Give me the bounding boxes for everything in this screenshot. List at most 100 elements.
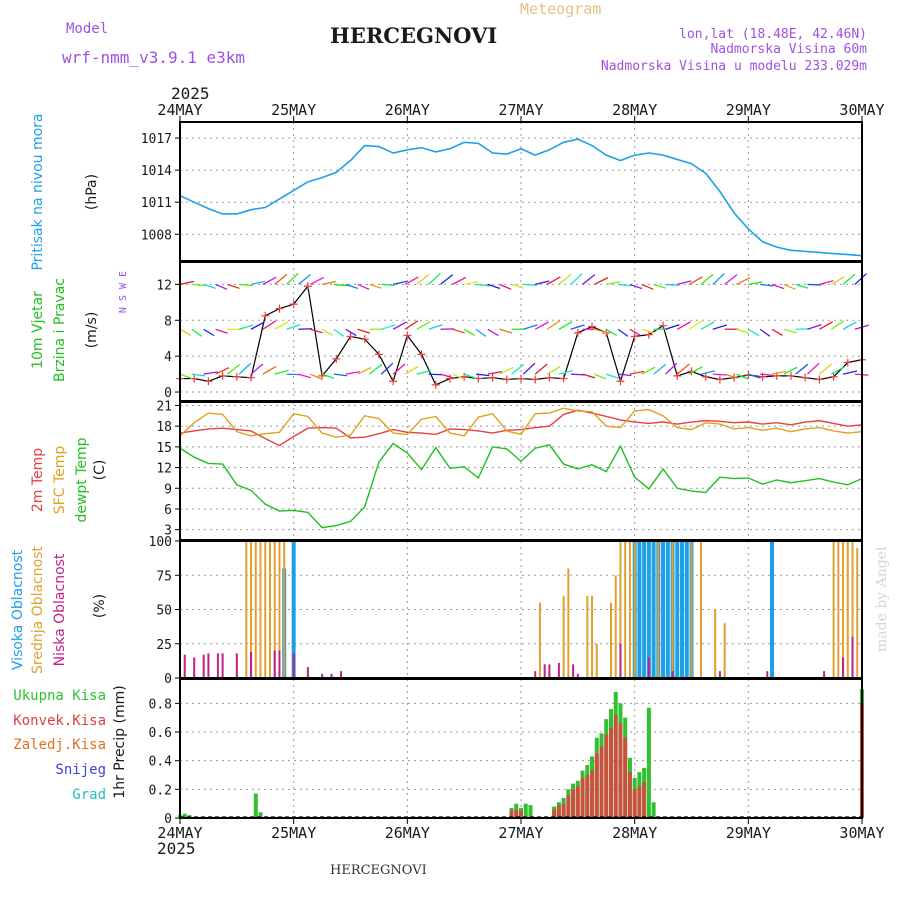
wind-direction-arrow xyxy=(594,328,607,334)
wind-direction-arrow xyxy=(523,283,537,286)
wind-direction-arrow xyxy=(807,324,822,330)
y-tick-label: 1017 xyxy=(141,132,172,147)
cloud-bar xyxy=(562,595,565,678)
cloud-bar xyxy=(642,541,647,678)
precip-bar xyxy=(566,795,571,818)
y-tick-label: 0 xyxy=(164,672,172,687)
wind-direction-arrow xyxy=(617,328,629,337)
precip-bar xyxy=(613,714,618,818)
wind-direction-arrow xyxy=(747,328,760,337)
precip-legend-item: Grad xyxy=(72,787,106,803)
wind-direction-arrow xyxy=(179,280,195,286)
wind-direction-arrow xyxy=(191,283,206,287)
wind-direction-arrow xyxy=(499,328,513,334)
wind-speed-marker xyxy=(843,358,852,367)
model-elevation-label: Nadmorska Visina u modelu 233.029m xyxy=(601,59,867,74)
wind-speed-marker xyxy=(531,375,540,384)
wind-direction-arrow xyxy=(736,277,751,286)
wind-direction-arrow xyxy=(404,320,419,330)
wind-direction-arrow xyxy=(842,321,857,330)
cloud-bar xyxy=(619,643,622,678)
wind-speed-marker xyxy=(445,374,454,383)
wind-speed-marker xyxy=(247,373,256,382)
x-label-bottom: 30MAY xyxy=(839,824,884,842)
wind-unit: (m/s) xyxy=(84,312,100,349)
wind-direction-arrow xyxy=(759,328,771,337)
wind-direction-arrow xyxy=(250,363,264,375)
wind-direction-arrow xyxy=(440,274,454,285)
wind-direction-arrow xyxy=(594,373,607,380)
model-name: wrf-nmm_v3.9.1 e3km xyxy=(62,48,245,67)
cloud-bar xyxy=(614,575,617,678)
wind-direction-arrow xyxy=(345,371,360,375)
x-label-bottom: 29MAY xyxy=(726,824,771,842)
wind-speed-marker xyxy=(303,282,312,291)
cloud-bar xyxy=(657,541,660,678)
credit-label: made by Angel xyxy=(874,546,890,652)
precip-bar xyxy=(552,809,557,818)
wind-speed-marker xyxy=(502,375,511,384)
panel-frame xyxy=(179,678,863,819)
cloud-bar xyxy=(690,541,693,678)
temp-unit: (C) xyxy=(92,460,108,481)
precip-bar xyxy=(523,803,528,818)
wind-direction-arrow xyxy=(475,373,490,377)
precip-axis-title: 1hr Precip (mm) xyxy=(112,685,128,798)
wind-direction-arrow xyxy=(262,320,277,330)
wind-direction-arrow xyxy=(357,328,370,334)
precip-bar xyxy=(637,786,642,818)
wind-direction-arrow xyxy=(297,274,311,285)
cloud-bar xyxy=(183,654,186,678)
wind-direction-arrow xyxy=(546,366,561,375)
wind-direction-arrow xyxy=(463,328,476,337)
dewpt-label: dewpt Temp xyxy=(74,437,90,522)
cloud-bar xyxy=(651,541,656,678)
cloud-bar xyxy=(851,636,854,678)
wind-direction-arrow xyxy=(546,320,561,330)
wind-direction-arrow xyxy=(321,328,334,336)
x-label-top: 24MAY xyxy=(157,101,202,119)
wind-direction-arrow xyxy=(392,280,408,286)
sfc-label: SFC Temp xyxy=(52,446,68,515)
cloud-bar xyxy=(216,653,219,678)
wind-axis-subtitle: Brzina i Pravac xyxy=(52,278,68,382)
wind-direction-arrow xyxy=(179,328,191,336)
wind-direction-arrow xyxy=(712,273,725,285)
x-label-bottom: 24MAY xyxy=(157,824,202,842)
y-tick-label: 21 xyxy=(156,399,172,414)
y-tick-label: 8 xyxy=(164,314,172,329)
pressure-unit: (hPa) xyxy=(84,174,100,210)
precip-bar xyxy=(571,789,576,818)
cloud-bar xyxy=(340,671,343,678)
y-tick-label: 1011 xyxy=(141,196,172,211)
cloud-bar xyxy=(268,541,271,678)
wind-direction-arrow xyxy=(558,370,574,375)
wind-direction-arrow xyxy=(179,373,193,379)
wind-direction-arrow xyxy=(381,283,395,287)
wind-speed-marker xyxy=(701,372,710,381)
wind-direction-arrow xyxy=(771,283,785,290)
wind-direction-arrow xyxy=(215,328,228,334)
cloud-bar xyxy=(595,643,598,678)
x-label-bottom: 25MAY xyxy=(271,824,316,842)
wind-speed-marker xyxy=(630,332,639,341)
cloud-bar xyxy=(283,541,286,678)
cloud-bar xyxy=(193,657,196,678)
wind-direction-arrow xyxy=(452,276,467,285)
precip-bar xyxy=(528,805,533,818)
wind-speed-marker xyxy=(374,350,383,359)
wind-direction-arrow xyxy=(286,273,299,285)
precip-bar xyxy=(509,810,514,818)
cloud-bar xyxy=(534,671,537,678)
wind-direction-arrow xyxy=(309,276,324,285)
wind-speed-marker xyxy=(801,373,810,382)
wind-direction-arrow xyxy=(724,373,738,379)
wind-direction-arrow xyxy=(274,321,289,330)
wind-direction-arrow xyxy=(582,373,596,379)
wind-direction-arrow xyxy=(653,283,667,289)
precip-bar xyxy=(599,746,604,818)
wind-direction-arrow xyxy=(274,273,288,285)
wind-direction-arrow xyxy=(546,276,561,285)
cloud-bar xyxy=(543,664,546,678)
wind-speed-marker xyxy=(204,377,213,386)
